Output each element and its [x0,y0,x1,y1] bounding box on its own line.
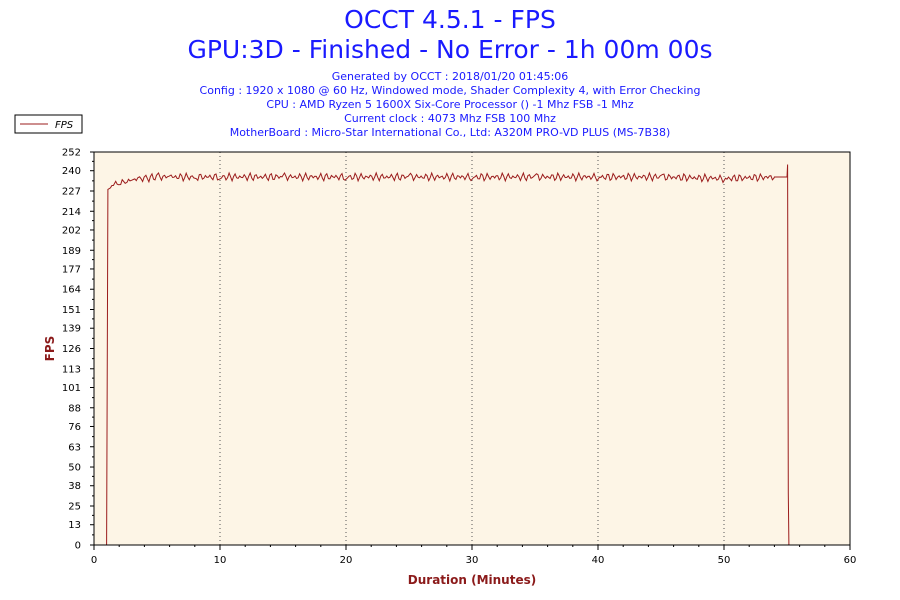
info-generated: Generated by OCCT : 2018/01/20 01:45:06 [331,70,569,83]
y-tick-label: 139 [62,324,81,335]
legend-box [14,114,83,134]
x-tick-label: 30 [466,555,479,566]
y-tick-label: 189 [62,246,81,257]
y-tick-label: 101 [62,383,81,394]
y-tick-label: 25 [68,502,81,513]
x-tick-label: 0 [91,555,97,566]
y-tick-label: 0 [75,541,81,552]
y-tick-label: 88 [68,403,81,414]
y-tick-label: 252 [62,148,81,159]
series-layer [94,164,790,546]
y-tick-label: 202 [62,225,81,236]
chart-title: OCCT 4.5.1 - FPS [344,5,556,34]
y-tick-label: 240 [62,166,81,177]
y-tick-label: 38 [68,481,81,492]
x-tick-label: 50 [718,555,731,566]
legend-label: FPS [55,120,74,131]
x-tick-label: 10 [214,555,227,566]
info-clock: Current clock : 4073 Mhz FSB 100 Mhz [344,112,556,125]
info-motherboard: MotherBoard : Micro-Star International C… [229,126,671,139]
y-tick-label: 164 [62,285,81,296]
y-tick-label: 50 [68,463,81,474]
y-axis-label: FPS [43,336,57,362]
y-tick-label: 63 [68,442,81,453]
y-tick-label: 76 [68,422,81,433]
y-tick-label: 13 [68,520,81,531]
x-tick-label: 60 [844,555,857,566]
info-cpu: CPU : AMD Ryzen 5 1600X Six-Core Process… [266,98,634,111]
legend: FPS [14,114,83,134]
x-axis-label: Duration (Minutes) [408,573,536,587]
series-line-fps [94,164,790,546]
y-tick-label: 113 [62,364,81,375]
y-tick-label: 214 [62,207,81,218]
grid-lines [219,152,725,545]
x-tick-label: 40 [592,555,605,566]
info-config: Config : 1920 x 1080 @ 60 Hz, Windowed m… [199,84,701,97]
axes: 0 13 25 38 50 63 76 88 101 113 126 139 151 164 177 189 2… [62,148,856,567]
chart-subtitle: GPU:3D - Finished - No Error - 1h 00m 00… [187,35,713,64]
y-tick-label: 151 [62,305,81,316]
y-tick-label: 227 [62,186,81,197]
y-tick-label: 126 [62,344,81,355]
x-tick-label: 20 [340,555,353,566]
y-tick-label: 177 [62,264,81,275]
